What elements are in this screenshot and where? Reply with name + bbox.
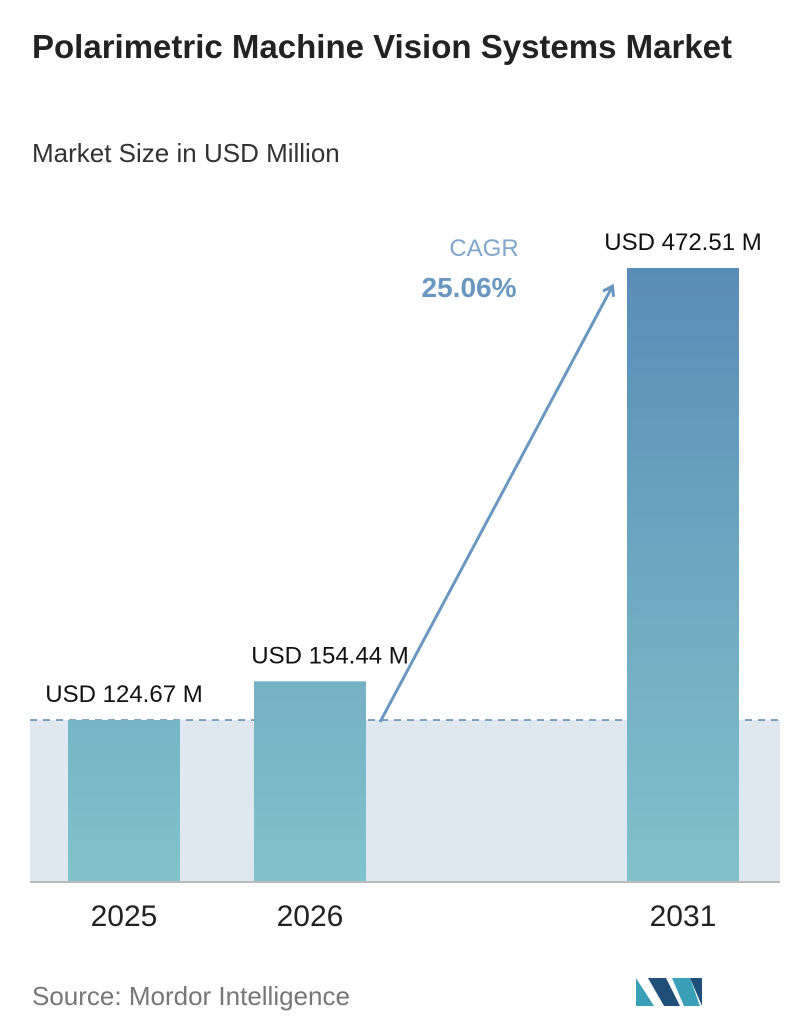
value-label: USD 124.67 M [45, 681, 202, 708]
bar [627, 268, 739, 882]
value-label: USD 472.51 M [604, 229, 761, 256]
value-label: USD 154.44 M [251, 642, 408, 669]
logo [636, 978, 702, 1006]
x-tick-label: 2026 [277, 900, 344, 933]
chart-title: Polarimetric Machine Vision Systems Mark… [32, 28, 732, 65]
bar [68, 719, 180, 882]
bar [254, 681, 366, 882]
chart-subtitle: Market Size in USD Million [32, 138, 340, 168]
cagr-value: 25.06% [422, 272, 517, 303]
x-tick-label: 2031 [650, 900, 717, 933]
cagr-arrow [378, 287, 612, 723]
cagr-label: CAGR [449, 235, 518, 262]
x-tick-label: 2025 [91, 900, 158, 933]
source: Source: Mordor Intelligence [32, 981, 350, 1011]
